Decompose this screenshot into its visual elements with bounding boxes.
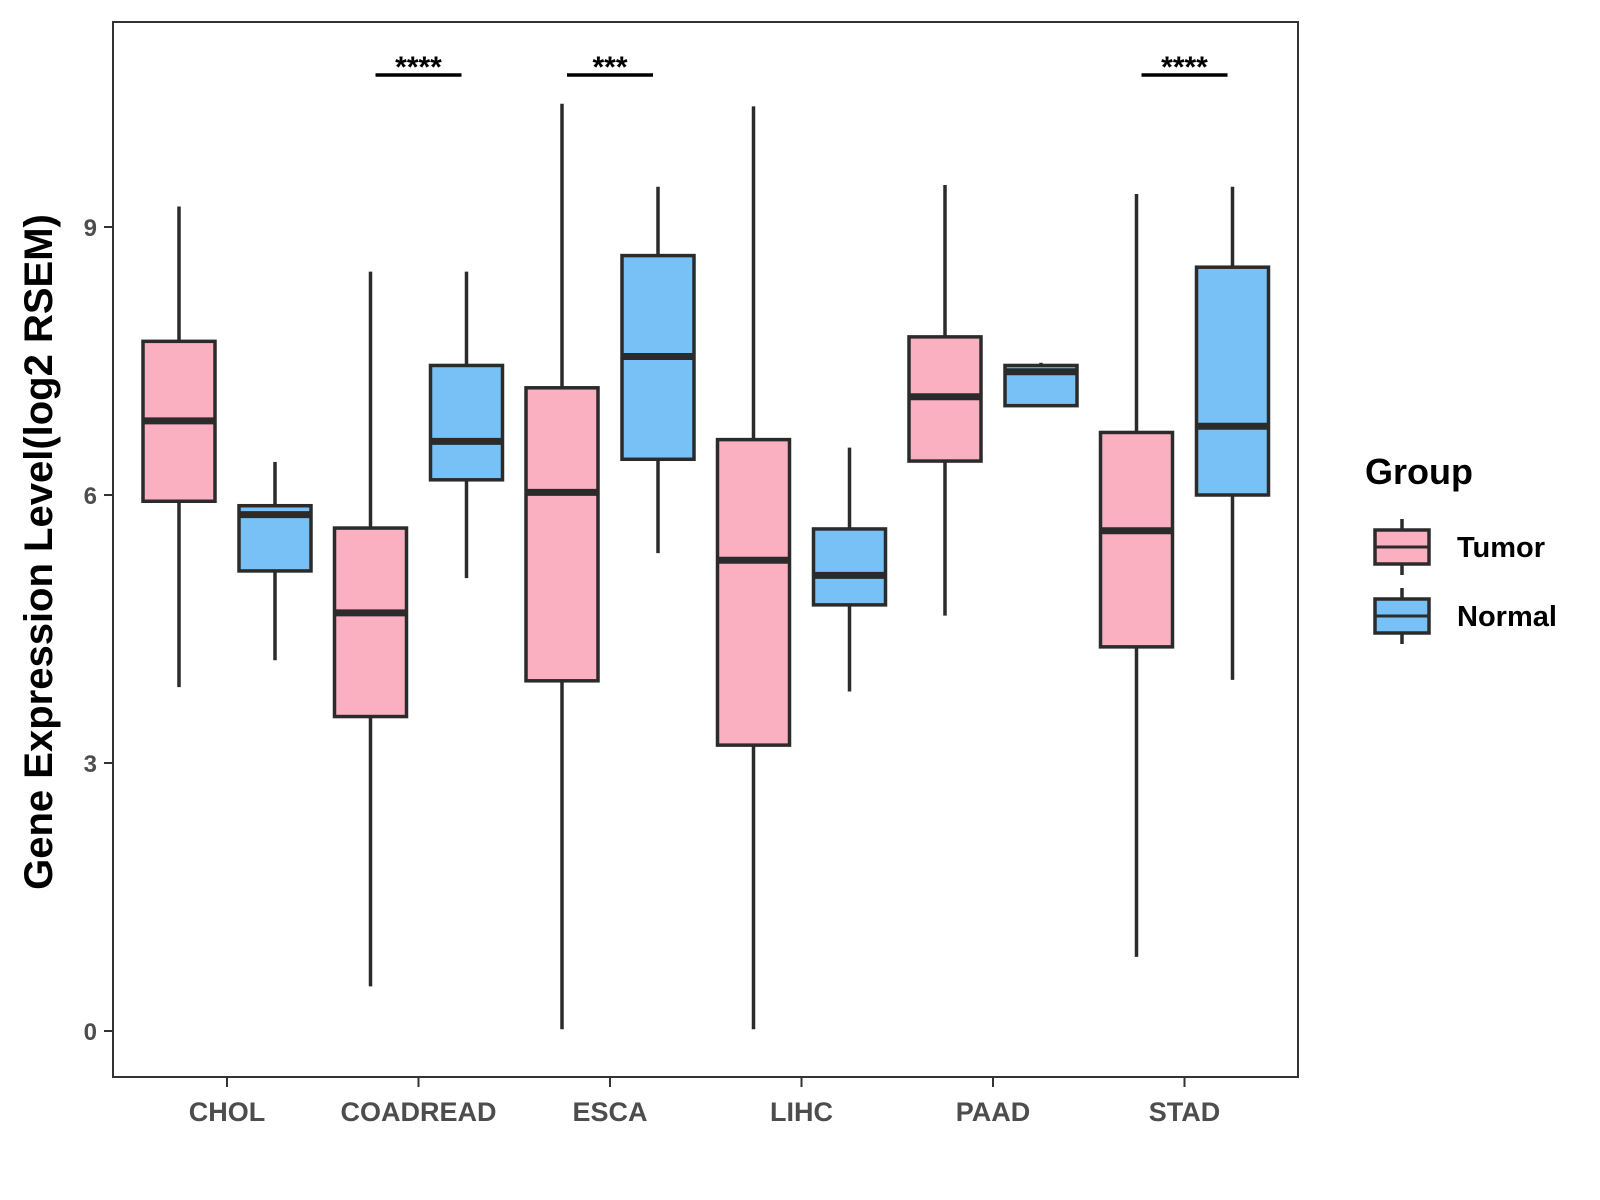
legend-title: Group — [1365, 451, 1473, 492]
significance-coadread: **** — [375, 51, 462, 84]
significance-stars: **** — [1161, 51, 1208, 84]
box-rect — [1098, 430, 1175, 649]
box-rect — [524, 386, 600, 683]
box-rect — [715, 437, 792, 747]
box-normal-coadread — [428, 271, 505, 579]
significance-stad: **** — [1141, 51, 1228, 84]
legend-entries: Tumor Normal — [1373, 519, 1557, 644]
significance-stars: *** — [592, 51, 627, 84]
box-tumor-chol — [141, 206, 217, 688]
y-tick-label: 6 — [84, 483, 97, 510]
legend-entry-normal: Normal — [1373, 588, 1557, 644]
legend: Group Tumor Normal — [1365, 451, 1557, 644]
legend-label-tumor: Tumor — [1457, 532, 1545, 564]
box-normal-lihc — [811, 447, 888, 692]
box-tumor-stad — [1098, 193, 1175, 957]
legend-label-normal: Normal — [1457, 601, 1557, 633]
box-rect — [1194, 265, 1271, 497]
x-tick-label-esca: ESCA — [572, 1097, 647, 1127]
x-tick-label-chol: CHOL — [189, 1097, 266, 1127]
x-tick-label-coadread: COADREAD — [340, 1097, 496, 1127]
box-tumor-paad — [907, 185, 983, 616]
box-tumor-coadread — [332, 271, 409, 987]
box-rect — [332, 526, 409, 719]
box-normal-chol — [237, 461, 313, 661]
x-tick-label-stad: STAD — [1149, 1097, 1221, 1127]
x-axis: CHOL COADREAD ESCA LIHC PAAD STAD — [189, 1077, 1221, 1127]
y-tick-label: 0 — [84, 1019, 97, 1046]
y-axis-title: Gene Expression Level(log2 RSEM) — [17, 214, 61, 890]
significance-esca: *** — [567, 51, 653, 84]
box-normal-paad — [1003, 362, 1079, 408]
box-normal-stad — [1194, 186, 1271, 680]
y-axis: 0 3 6 9 — [84, 215, 113, 1046]
boxes-layer — [141, 103, 1271, 1030]
box-tumor-esca — [524, 103, 600, 1030]
significance-layer: **** *** **** — [375, 51, 1228, 84]
x-tick-label-lihc: LIHC — [770, 1097, 833, 1127]
y-tick-label: 9 — [84, 215, 97, 242]
y-tick-label: 3 — [84, 751, 97, 778]
box-rect — [811, 527, 888, 607]
significance-stars: **** — [395, 51, 442, 84]
box-normal-esca — [620, 186, 696, 554]
box-tumor-lihc — [715, 106, 792, 1030]
legend-entry-tumor: Tumor — [1373, 519, 1545, 575]
x-tick-label-paad: PAAD — [956, 1097, 1031, 1127]
box-rect — [428, 363, 505, 482]
